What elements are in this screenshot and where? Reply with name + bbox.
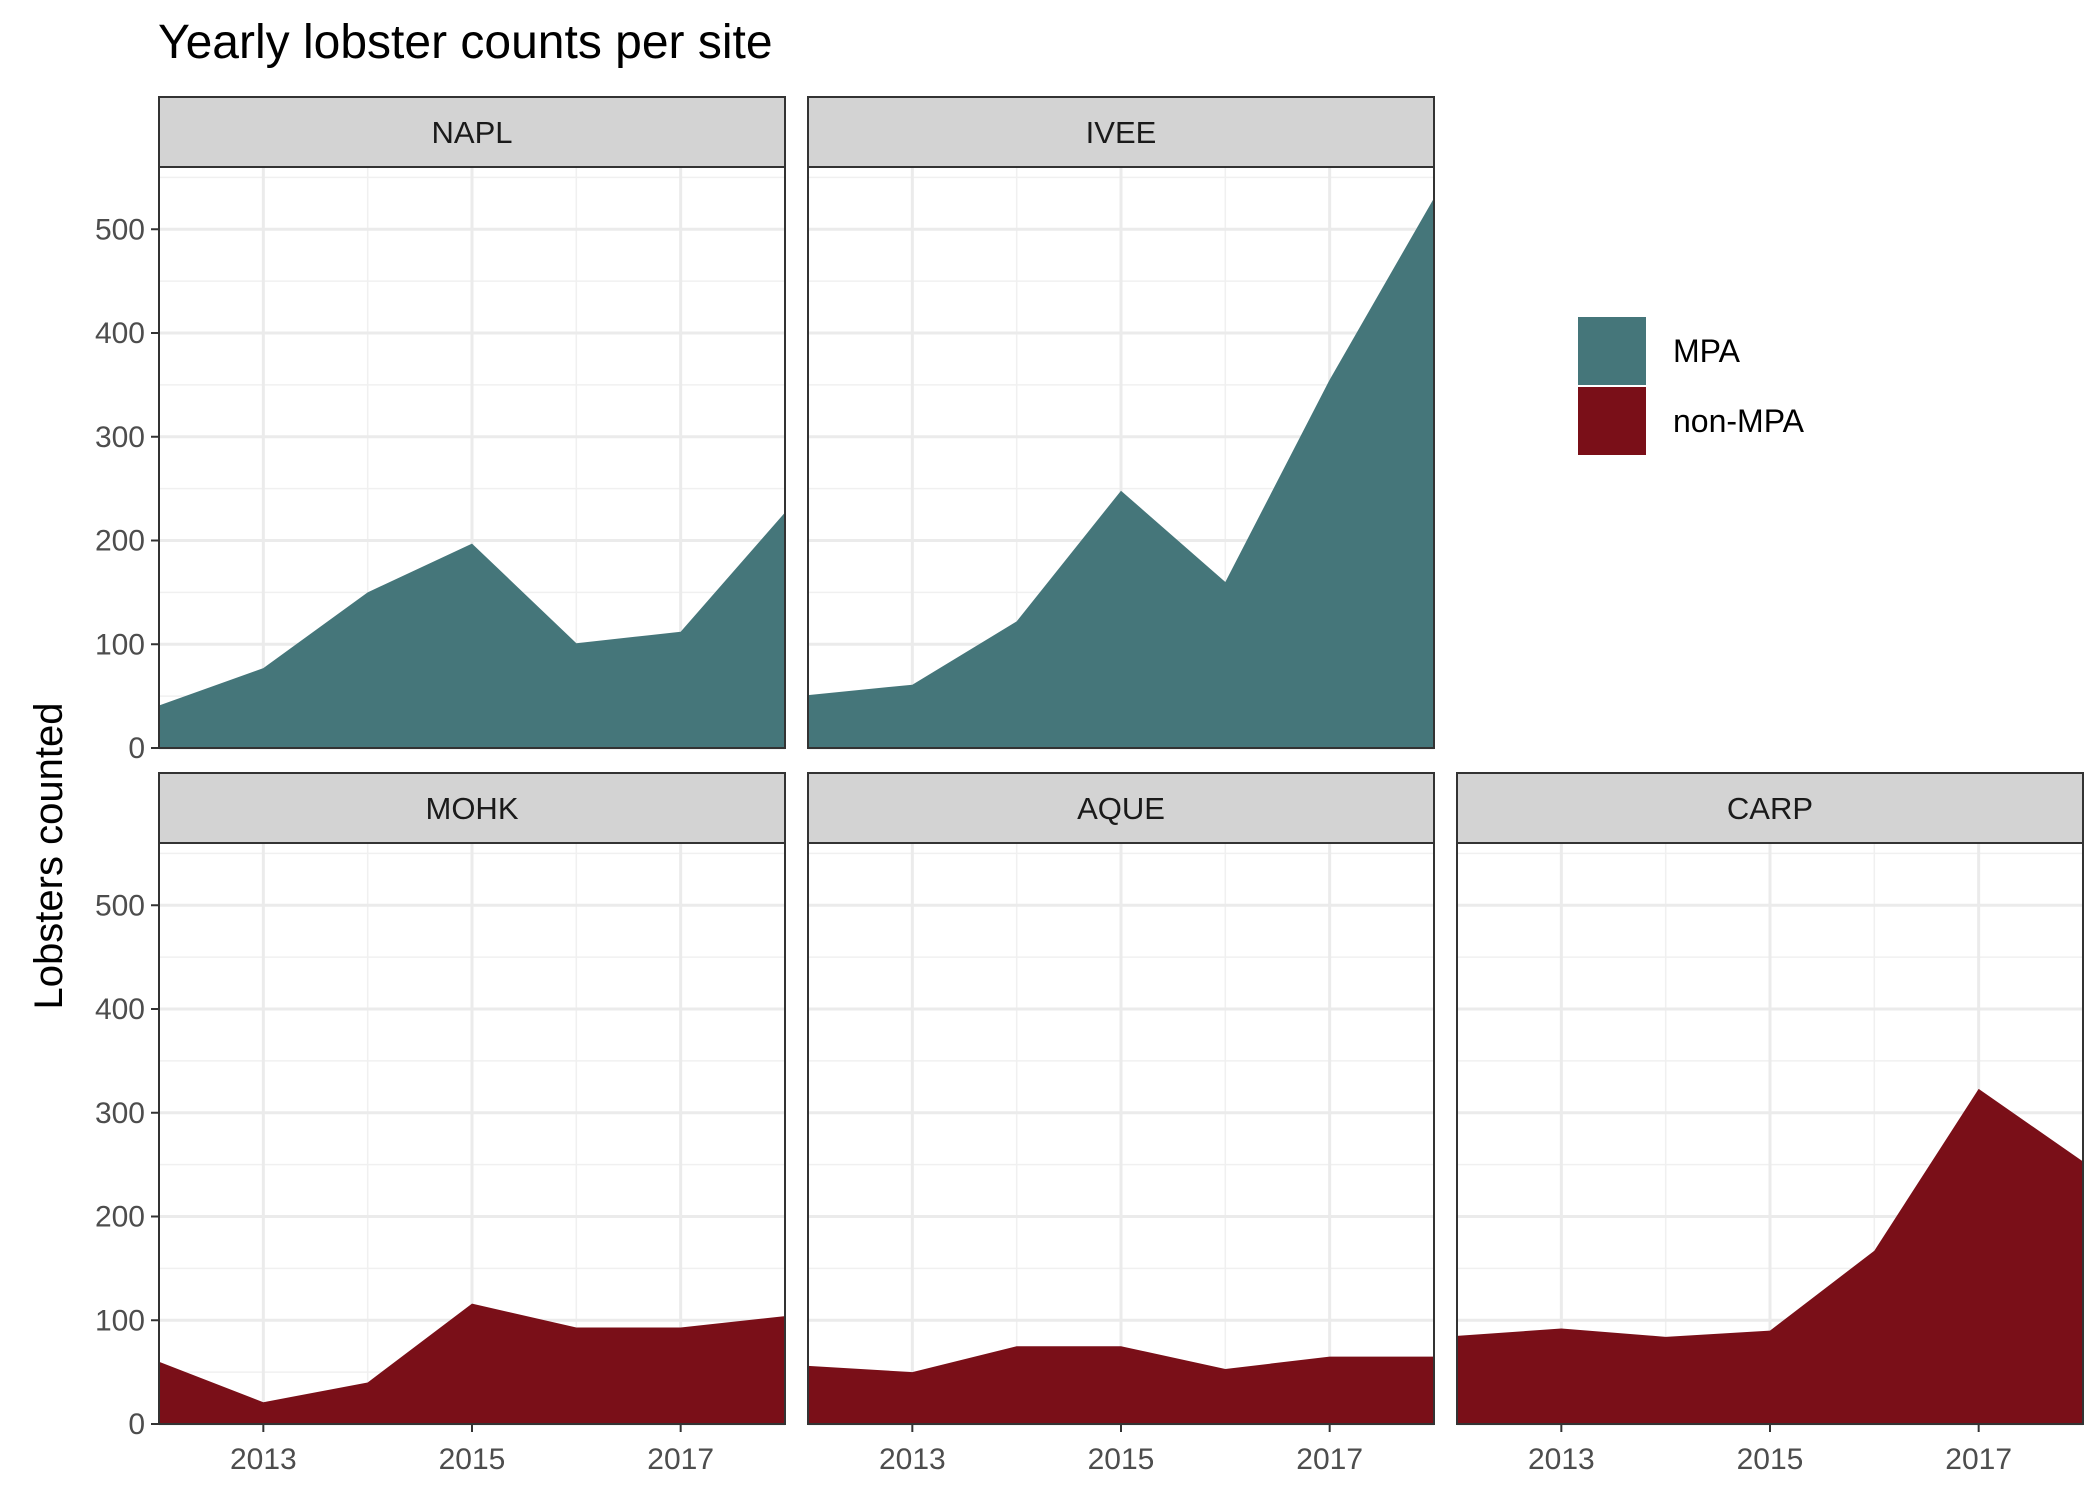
x-tick-label: 2013 — [230, 1443, 297, 1476]
area-mohk — [159, 1303, 785, 1424]
x-tick-label: 2015 — [439, 1443, 506, 1476]
facet-aque: AQUE 2013 2015 2017 — [807, 772, 1435, 1476]
area-ivee — [808, 198, 1434, 748]
facet-strip-label: MOHK — [426, 791, 519, 826]
legend-key — [1576, 385, 1648, 457]
y-tick-label: 100 — [95, 628, 145, 661]
facet-ivee: IVEE — [807, 96, 1435, 750]
y-tick-label: 400 — [95, 317, 145, 350]
legend-label: non-MPA — [1673, 403, 1805, 439]
facet-strip — [158, 96, 786, 168]
y-tick-label: 100 — [95, 1304, 145, 1337]
legend-label: MPA — [1673, 333, 1741, 369]
x-tick-label: 2017 — [1945, 1443, 2012, 1476]
facet-panels: NAPL 0 100 200 300 400 500 IVEE MOHK 0 100 200 300 40… — [95, 96, 2084, 1476]
facet-strip — [807, 772, 1435, 844]
y-axis-label: Lobsters counted — [27, 703, 71, 1010]
facet-strip-label: NAPL — [432, 115, 513, 150]
x-tick-label: 2017 — [647, 1443, 714, 1476]
y-tick-label: 500 — [95, 213, 145, 246]
x-tick-label: 2015 — [1088, 1443, 1155, 1476]
facet-strip — [1456, 772, 2084, 844]
y-tick-label: 300 — [95, 1097, 145, 1130]
y-tick-label: 500 — [95, 889, 145, 922]
facet-strip-label: CARP — [1727, 791, 1813, 826]
facet-strip — [158, 772, 786, 844]
y-tick-label: 200 — [95, 525, 145, 558]
facet-mohk: MOHK 0 100 200 300 400 500 2013 2015 2017 — [95, 772, 786, 1476]
facet-napl: NAPL 0 100 200 300 400 500 — [95, 96, 786, 765]
y-tick-label: 400 — [95, 993, 145, 1026]
x-tick-label: 2013 — [1528, 1443, 1595, 1476]
y-tick-label: 0 — [128, 1408, 145, 1441]
area-aque — [808, 1346, 1434, 1424]
facet-strip-label: IVEE — [1086, 115, 1157, 150]
y-tick-label: 0 — [128, 732, 145, 765]
y-tick-label: 200 — [95, 1201, 145, 1234]
legend-item-mpa: MPA — [1576, 315, 1741, 387]
legend-key — [1576, 315, 1648, 387]
area-napl — [159, 512, 785, 748]
x-tick-label: 2015 — [1737, 1443, 1804, 1476]
legend-item-non-mpa: non-MPA — [1576, 385, 1805, 457]
x-tick-label: 2013 — [879, 1443, 946, 1476]
facet-strip-label: AQUE — [1077, 791, 1165, 826]
y-tick-label: 300 — [95, 421, 145, 454]
chart-title: Yearly lobster counts per site — [158, 16, 773, 69]
facet-carp: CARP 2013 2015 2017 — [1456, 772, 2084, 1476]
facet-strip — [807, 96, 1435, 168]
legend: MPA non-MPA — [1576, 315, 1805, 457]
x-tick-label: 2017 — [1296, 1443, 1363, 1476]
area-carp — [1457, 1088, 2083, 1424]
